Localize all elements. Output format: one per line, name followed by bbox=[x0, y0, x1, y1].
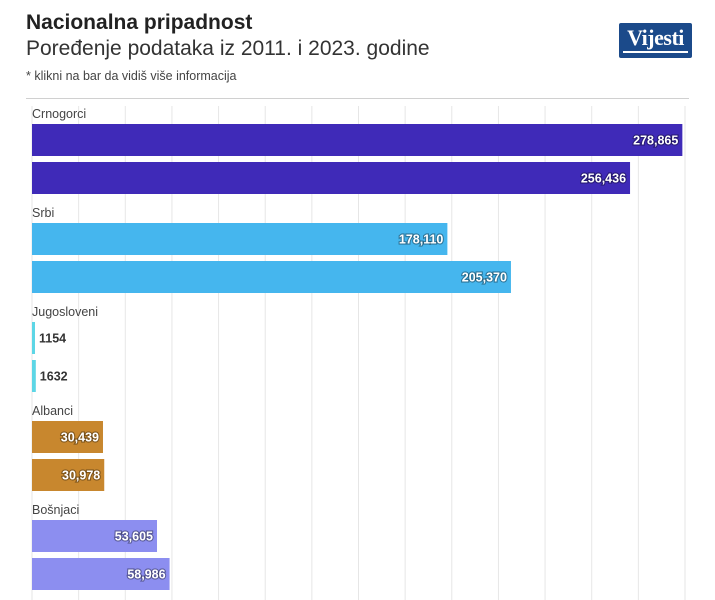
data-label: 53,605 bbox=[115, 530, 153, 544]
bar[interactable] bbox=[32, 223, 448, 255]
data-label: 30,439 bbox=[61, 431, 99, 445]
bar[interactable] bbox=[32, 162, 631, 194]
bar[interactable] bbox=[32, 520, 158, 552]
data-label: 178,110 bbox=[399, 233, 444, 247]
category-label: Srbi bbox=[32, 206, 54, 220]
bar[interactable] bbox=[32, 421, 103, 453]
data-label: 30,978 bbox=[62, 469, 100, 483]
vijesti-logo[interactable]: Vijesti bbox=[619, 23, 692, 58]
bar[interactable] bbox=[32, 124, 683, 156]
data-label: 278,865 bbox=[633, 134, 678, 148]
chart-subtitle: Poređenje podataka iz 2011. i 2023. godi… bbox=[26, 37, 430, 60]
chart-header: Nacionalna pripadnost Poređenje podataka… bbox=[26, 10, 586, 84]
category-label: Jugosloveni bbox=[32, 305, 98, 319]
data-label: 58,986 bbox=[127, 568, 165, 582]
data-label: 1632 bbox=[40, 370, 68, 384]
bar[interactable] bbox=[32, 558, 170, 590]
bar[interactable] bbox=[32, 322, 35, 354]
data-label: 205,370 bbox=[462, 271, 507, 285]
logo-underline bbox=[623, 51, 688, 53]
data-label: 256,436 bbox=[581, 172, 626, 186]
bar[interactable] bbox=[32, 459, 105, 491]
category-label: Crnogorci bbox=[32, 107, 86, 121]
bar[interactable] bbox=[32, 360, 36, 392]
chart-note: * klikni na bar da vidiš više informacij… bbox=[26, 69, 237, 83]
category-label: Bošnjaci bbox=[32, 503, 79, 517]
header-divider bbox=[26, 98, 689, 99]
logo-text: Vijesti bbox=[627, 25, 684, 50]
category-label: Albanci bbox=[32, 404, 73, 418]
data-label: 1154 bbox=[39, 332, 66, 346]
chart-title: Nacionalna pripadnost bbox=[26, 11, 253, 34]
bar[interactable] bbox=[32, 261, 511, 293]
